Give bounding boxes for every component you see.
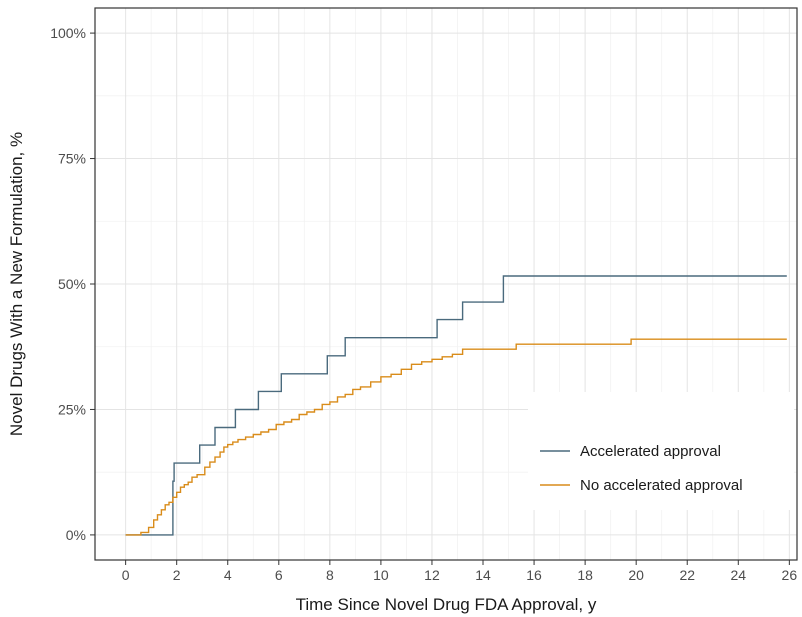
x-axis-title: Time Since Novel Drug FDA Approval, y <box>296 595 597 614</box>
x-tick-label: 20 <box>628 567 644 583</box>
x-tick-label: 16 <box>526 567 542 583</box>
series-layer <box>125 275 787 536</box>
y-tick-label: 75% <box>58 151 86 167</box>
x-tick-label: 22 <box>679 567 695 583</box>
x-axis: 0 2 4 6 8 10 12 14 16 18 20 22 24 26 <box>122 560 798 583</box>
y-axis-title: Novel Drugs With a New Formulation, % <box>7 132 26 436</box>
x-tick-label: 10 <box>373 567 389 583</box>
legend-label-no-accelerated: No accelerated approval <box>580 477 743 494</box>
y-tick-label: 50% <box>58 276 86 292</box>
series-line-no-accelerated <box>125 338 787 536</box>
x-tick-label: 4 <box>224 567 232 583</box>
x-tick-label: 0 <box>122 567 130 583</box>
x-tick-label: 8 <box>326 567 334 583</box>
legend-background <box>528 392 794 510</box>
x-tick-label: 12 <box>424 567 440 583</box>
y-tick-label: 0% <box>66 527 86 543</box>
series-line-accelerated <box>125 275 787 536</box>
x-tick-label: 6 <box>275 567 283 583</box>
y-tick-label: 100% <box>50 25 86 41</box>
legend: Accelerated approval No accelerated appr… <box>528 392 794 510</box>
x-tick-label: 14 <box>475 567 491 583</box>
x-tick-label: 24 <box>730 567 746 583</box>
x-tick-label: 26 <box>782 567 798 583</box>
legend-label-accelerated: Accelerated approval <box>580 443 721 460</box>
y-axis: 0% 25% 50% 75% 100% <box>50 25 95 543</box>
x-tick-label: 18 <box>577 567 593 583</box>
x-tick-label: 2 <box>173 567 181 583</box>
y-tick-label: 25% <box>58 401 86 417</box>
